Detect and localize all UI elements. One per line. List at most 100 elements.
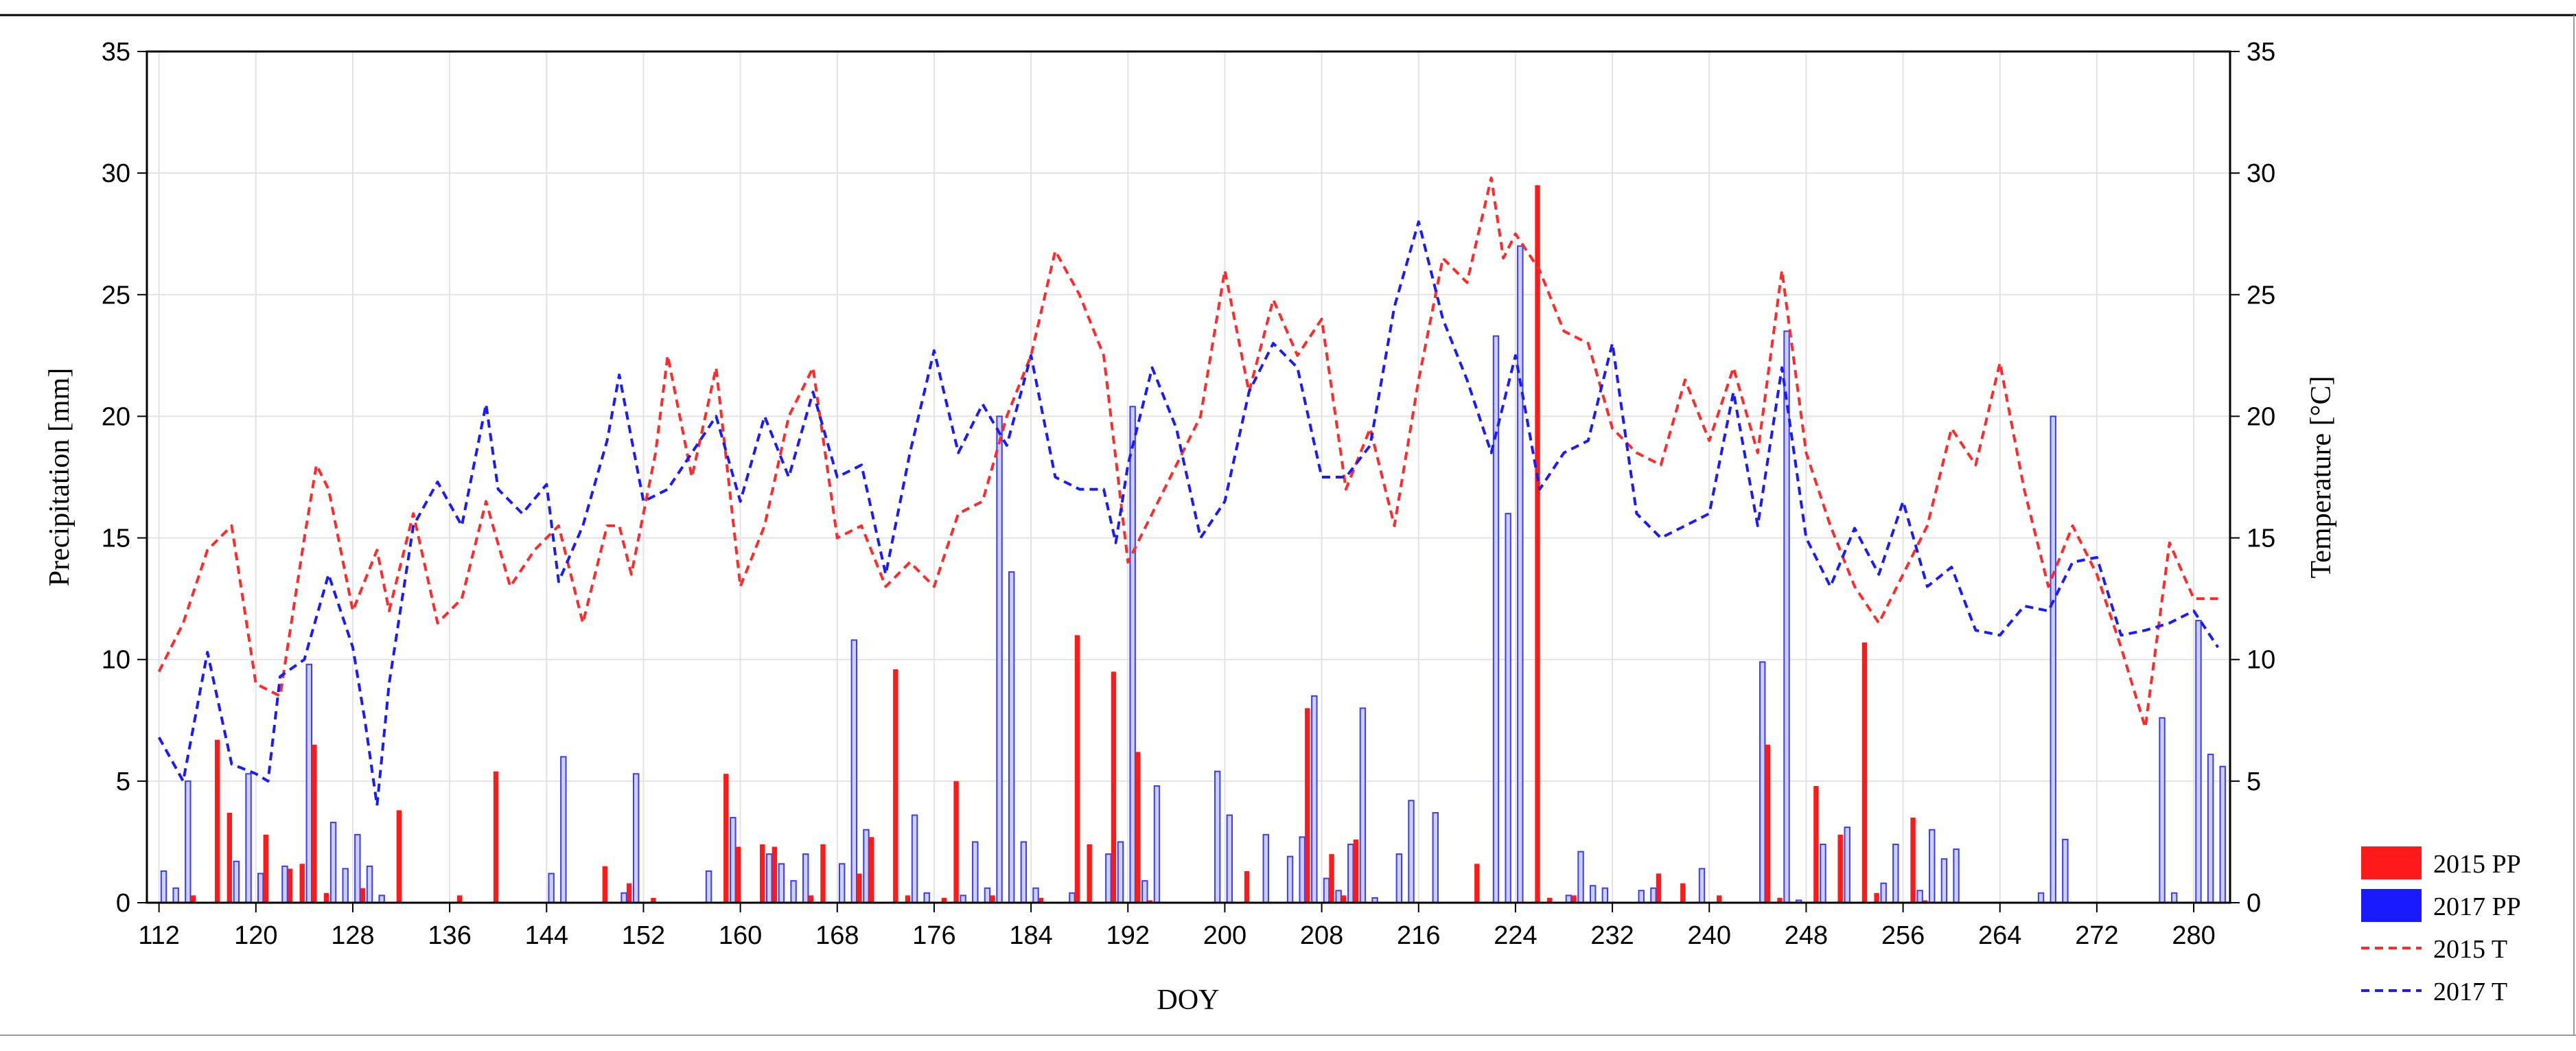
bar-2017-pp: [1517, 245, 1524, 903]
x-tick-label: 184: [1009, 921, 1052, 950]
bar-2017-pp: [2219, 765, 2226, 903]
bar-2015-pp: [263, 834, 268, 903]
y-tick-label: 5: [116, 767, 130, 796]
x-tick-label: 264: [1978, 921, 2021, 950]
bar-2017-pp: [1698, 868, 1706, 904]
bar-2017-pp: [1577, 851, 1584, 903]
bar-2017-pp: [2159, 717, 2166, 903]
x-tick-label: 272: [2075, 921, 2118, 950]
bar-2017-pp: [863, 829, 870, 903]
x-tick-label: 112: [138, 921, 180, 950]
bar-2017-pp: [1565, 894, 1573, 904]
bar-2015-pp: [1922, 900, 1928, 903]
bar-2015-pp: [1329, 854, 1334, 903]
y-tick-label: 0: [116, 889, 130, 918]
bar-2015-pp: [214, 739, 220, 903]
x-tick-label: 200: [1203, 921, 1246, 950]
bar-2015-pp: [723, 774, 729, 903]
bar-2015-pp: [1353, 839, 1359, 903]
bar-2017-pp: [1929, 829, 1936, 903]
bar-2017-pp: [1940, 858, 1948, 903]
x-tick-label: 280: [2172, 921, 2215, 950]
legend-label-2015-t: 2015 T: [2433, 935, 2507, 964]
bar-2017-pp: [972, 841, 979, 904]
legend-swatch-2017-pp: [2361, 889, 2422, 922]
bar-2015-pp: [1074, 635, 1080, 903]
bar-2015-pp: [323, 892, 329, 903]
y2-tick-label: 30: [2247, 159, 2275, 188]
x-axis-ticks: 112 120 128 136 144 152 160 168 176 184 192 200 208 2…: [138, 903, 2216, 950]
bar-2015-pp: [1147, 900, 1153, 903]
bar-2015-pp: [905, 895, 911, 903]
bar-2017-pp: [1069, 892, 1076, 904]
bar-2017-pp: [620, 892, 627, 904]
y2-tick-label: 5: [2247, 767, 2261, 796]
bar-2017-pp: [1141, 880, 1148, 903]
bar-2017-pp: [1299, 836, 1306, 904]
bar-2017-pp: [960, 894, 966, 904]
bars-2015-pp: [190, 185, 1928, 903]
temperature-lines: [157, 176, 2220, 807]
bar-2017-pp: [1153, 785, 1161, 904]
bar-2017-pp: [1262, 833, 1269, 904]
bar-2017-pp: [342, 868, 349, 904]
bar-2015-pp: [868, 837, 874, 903]
bar-2017-pp: [1601, 887, 1609, 903]
bar-2017-pp: [850, 639, 858, 903]
bar-2015-pp: [227, 812, 233, 903]
x-tick-label: 232: [1590, 921, 1634, 950]
x-axis-label: DOY: [1157, 984, 1220, 1016]
bar-2015-pp: [893, 669, 898, 903]
bar-2015-pp: [1546, 897, 1553, 903]
bar-2017-pp: [305, 663, 312, 903]
bar-2017-pp: [730, 817, 736, 903]
bar-2017-pp: [2062, 838, 2069, 904]
x-tick-label: 128: [331, 921, 374, 950]
bar-2017-pp: [548, 873, 555, 904]
bar-2015-pp: [1837, 834, 1843, 903]
y-tick-label: 25: [102, 281, 130, 310]
x-tick-label: 224: [1494, 921, 1537, 950]
y2-tick-label: 15: [2247, 524, 2275, 553]
bar-2015-pp: [990, 895, 995, 903]
bar-2017-pp: [766, 853, 773, 903]
legend-label-2017-pp: 2017 PP: [2433, 892, 2521, 921]
bar-2017-pp: [185, 780, 192, 904]
bar-2017-pp: [1820, 843, 1826, 904]
bar-2015-pp: [626, 883, 632, 903]
bar-2015-pp: [493, 771, 499, 903]
bar-2015-pp: [771, 846, 778, 903]
bar-2017-pp: [172, 887, 179, 903]
y-tick-label: 20: [102, 402, 130, 431]
y-axis-label: Precipitation [mm]: [44, 368, 76, 586]
bar-2015-pp: [1341, 895, 1347, 903]
bar-2017-pp: [705, 870, 712, 904]
bar-2015-pp: [190, 895, 196, 903]
bar-2015-pp: [1910, 818, 1916, 903]
bar-2017-pp: [1347, 843, 1354, 904]
x-tick-label: 240: [1688, 921, 1731, 950]
bar-2017-pp: [1008, 571, 1015, 904]
plot-frame: [146, 50, 2231, 904]
bar-2017-pp: [257, 873, 264, 904]
bar-2017-pp: [790, 880, 797, 903]
line-2015-t: [157, 176, 2218, 729]
x-tick-label: 208: [1300, 921, 1343, 950]
bar-2017-pp: [160, 870, 167, 904]
bar-2017-pp: [1892, 843, 1899, 904]
line-2017-t: [157, 220, 2220, 807]
bar-2015-pp: [602, 866, 608, 903]
bar-2015-pp: [1111, 671, 1117, 903]
y-tick-label: 10: [102, 646, 130, 675]
x-tick-label: 168: [815, 921, 859, 950]
bar-2017-pp: [2050, 415, 2056, 903]
bar-2015-pp: [651, 897, 656, 903]
bar-2017-pp: [245, 773, 252, 903]
bar-2017-pp: [911, 814, 918, 904]
bar-2017-pp: [1032, 887, 1039, 903]
bar-2015-pp: [299, 864, 305, 903]
bar-2015-pp: [1777, 897, 1783, 903]
legend: 2015 PP 2017 PP 2015 T 2017 T: [2361, 846, 2521, 1006]
bar-2017-pp: [2170, 892, 2178, 904]
